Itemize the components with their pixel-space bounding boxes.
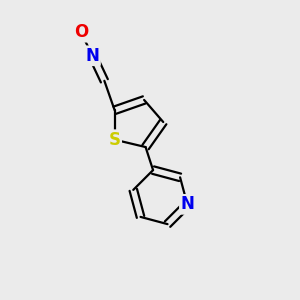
Text: S: S — [109, 131, 121, 149]
Text: N: N — [85, 47, 100, 65]
Text: O: O — [74, 23, 88, 41]
Text: N: N — [180, 195, 194, 213]
